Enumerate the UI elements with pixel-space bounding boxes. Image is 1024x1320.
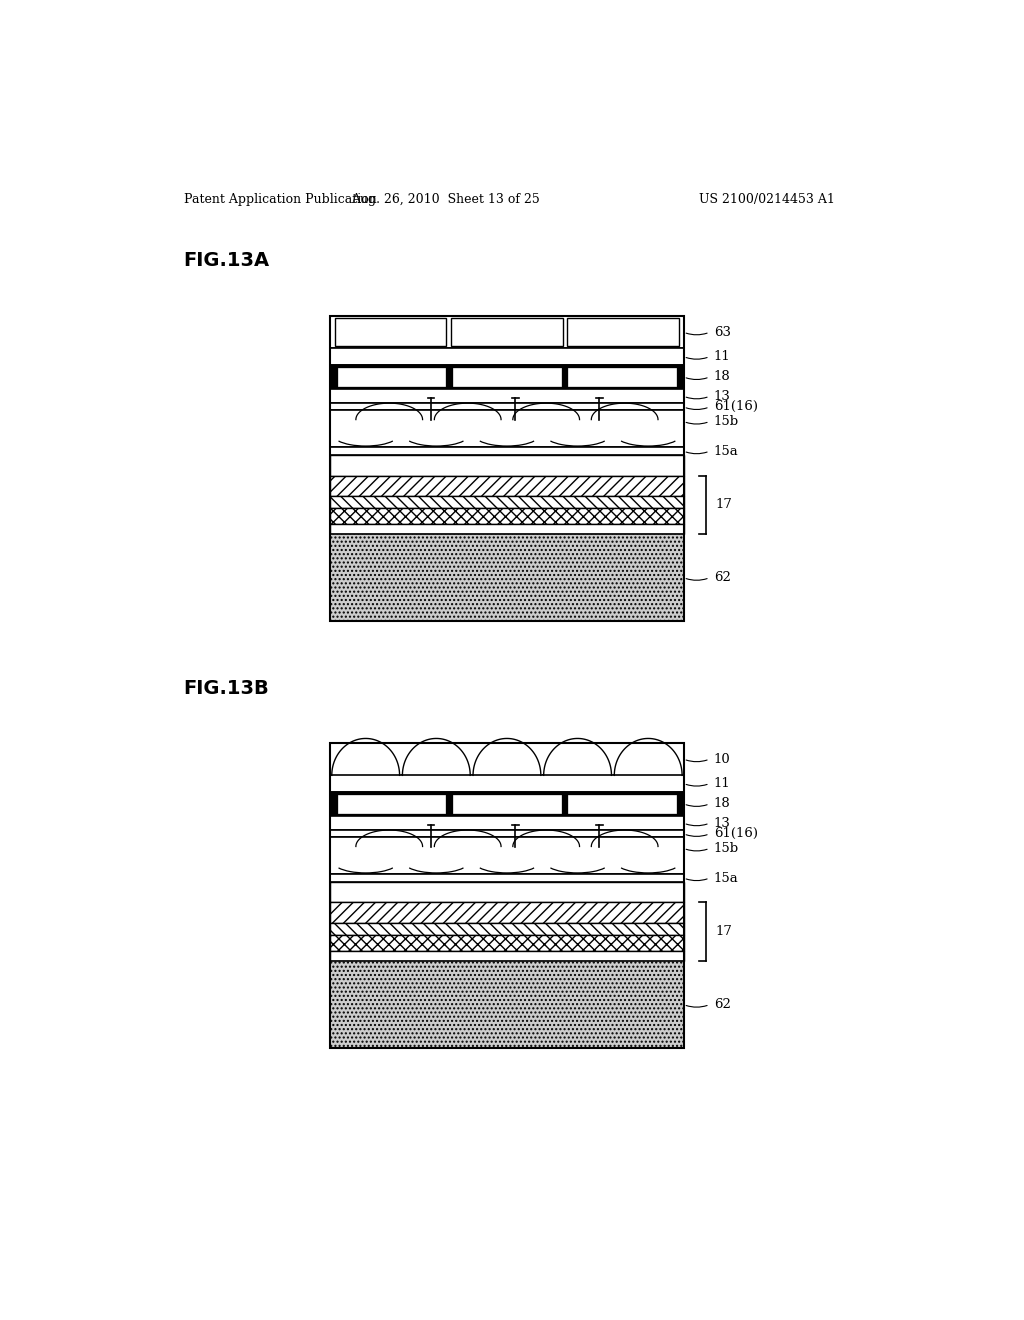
Text: 62: 62 xyxy=(714,998,730,1011)
Bar xyxy=(331,475,684,496)
Bar xyxy=(338,795,445,813)
Bar xyxy=(454,795,560,813)
Bar xyxy=(331,952,684,961)
Text: 61(16): 61(16) xyxy=(714,828,758,841)
Bar xyxy=(331,903,684,923)
Bar xyxy=(331,837,684,874)
Bar xyxy=(331,315,684,620)
Bar xyxy=(331,816,684,830)
Text: 18: 18 xyxy=(714,371,730,383)
Bar xyxy=(331,404,684,411)
Bar xyxy=(331,830,684,837)
Text: 62: 62 xyxy=(714,572,730,585)
Bar xyxy=(331,935,684,952)
Bar xyxy=(568,795,676,813)
Text: 61(16): 61(16) xyxy=(714,400,758,413)
Bar xyxy=(331,775,684,792)
Text: 15b: 15b xyxy=(714,414,738,428)
Text: 63: 63 xyxy=(714,326,731,339)
Bar xyxy=(567,318,679,346)
Text: 15a: 15a xyxy=(714,445,738,458)
Bar xyxy=(331,874,684,882)
Bar xyxy=(335,318,446,346)
Bar xyxy=(331,961,684,1048)
Bar xyxy=(331,508,684,524)
Bar xyxy=(331,455,684,475)
Bar xyxy=(452,318,562,346)
Bar xyxy=(338,368,445,385)
Text: 15b: 15b xyxy=(714,842,738,855)
Bar xyxy=(331,743,684,1048)
Text: FIG.13B: FIG.13B xyxy=(183,680,269,698)
Bar xyxy=(331,389,684,404)
Bar xyxy=(331,743,684,775)
Bar xyxy=(331,315,684,348)
Text: 17: 17 xyxy=(715,925,732,939)
Text: 13: 13 xyxy=(714,817,730,830)
Text: 18: 18 xyxy=(714,797,730,810)
Bar xyxy=(331,524,684,535)
Bar xyxy=(331,923,684,935)
Bar xyxy=(331,411,684,447)
Text: US 2100/0214453 A1: US 2100/0214453 A1 xyxy=(699,193,836,206)
Bar xyxy=(331,364,684,389)
Bar xyxy=(331,496,684,508)
Bar xyxy=(454,368,560,385)
Bar xyxy=(568,368,676,385)
Text: 11: 11 xyxy=(714,777,730,789)
Bar xyxy=(331,447,684,455)
Text: 11: 11 xyxy=(714,350,730,363)
Text: Patent Application Publication: Patent Application Publication xyxy=(183,193,376,206)
Bar xyxy=(331,535,684,620)
Bar xyxy=(331,348,684,364)
Text: FIG.13A: FIG.13A xyxy=(183,251,269,269)
Text: Aug. 26, 2010  Sheet 13 of 25: Aug. 26, 2010 Sheet 13 of 25 xyxy=(351,193,540,206)
Text: 13: 13 xyxy=(714,389,730,403)
Text: 17: 17 xyxy=(715,499,732,511)
Bar xyxy=(331,792,684,816)
Text: 10: 10 xyxy=(714,752,730,766)
Bar xyxy=(331,882,684,903)
Text: 15a: 15a xyxy=(714,871,738,884)
